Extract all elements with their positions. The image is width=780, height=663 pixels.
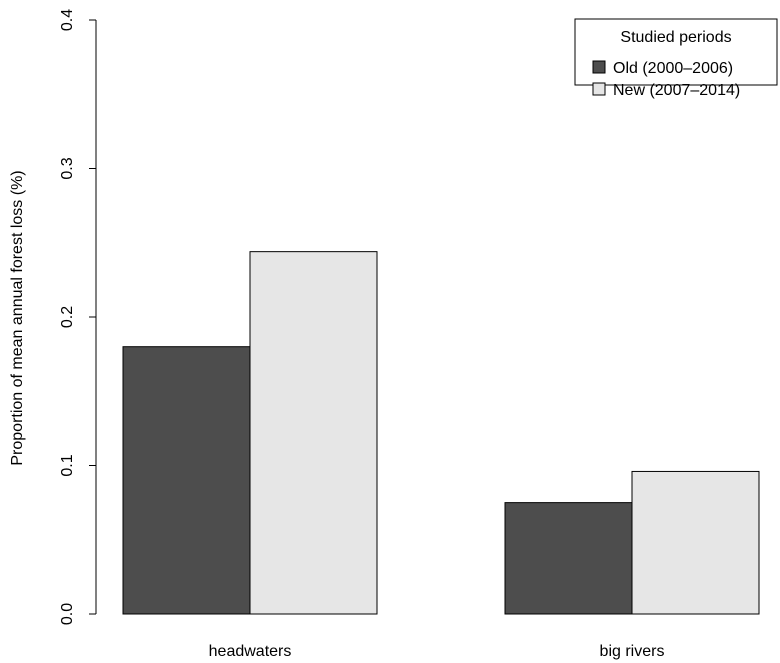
y-axis-label: Proportion of mean annual forest loss (%… <box>9 170 26 465</box>
y-tick-label: 0.4 <box>59 9 76 31</box>
y-tick-label: 0.3 <box>59 157 76 179</box>
legend-box <box>574 18 778 86</box>
y-tick-label: 0.0 <box>59 603 76 625</box>
legend-label: Old (2000–2006) <box>613 60 733 77</box>
x-axis-labels: headwaters big rivers <box>209 643 665 660</box>
bar <box>249 251 378 615</box>
legend-label: New (2007–2014) <box>613 82 740 99</box>
legend-swatch <box>592 60 606 74</box>
bar <box>504 502 633 615</box>
x-tick-label: headwaters <box>209 643 292 660</box>
y-tick-label: 0.1 <box>59 454 76 476</box>
bar <box>631 470 760 615</box>
y-axis: 0.0 0.1 0.2 0.3 0.4 <box>59 9 97 625</box>
legend-items: Old (2000–2006) New (2007–2014) <box>592 60 740 99</box>
legend: Studied periods Old (2000–2006) New (2007… <box>574 18 778 99</box>
y-tick-label: 0.2 <box>59 306 76 328</box>
legend-swatch <box>592 82 606 96</box>
bars <box>122 251 760 615</box>
legend-title: Studied periods <box>620 29 731 46</box>
bar <box>122 346 251 615</box>
x-tick-label: big rivers <box>600 643 665 660</box>
